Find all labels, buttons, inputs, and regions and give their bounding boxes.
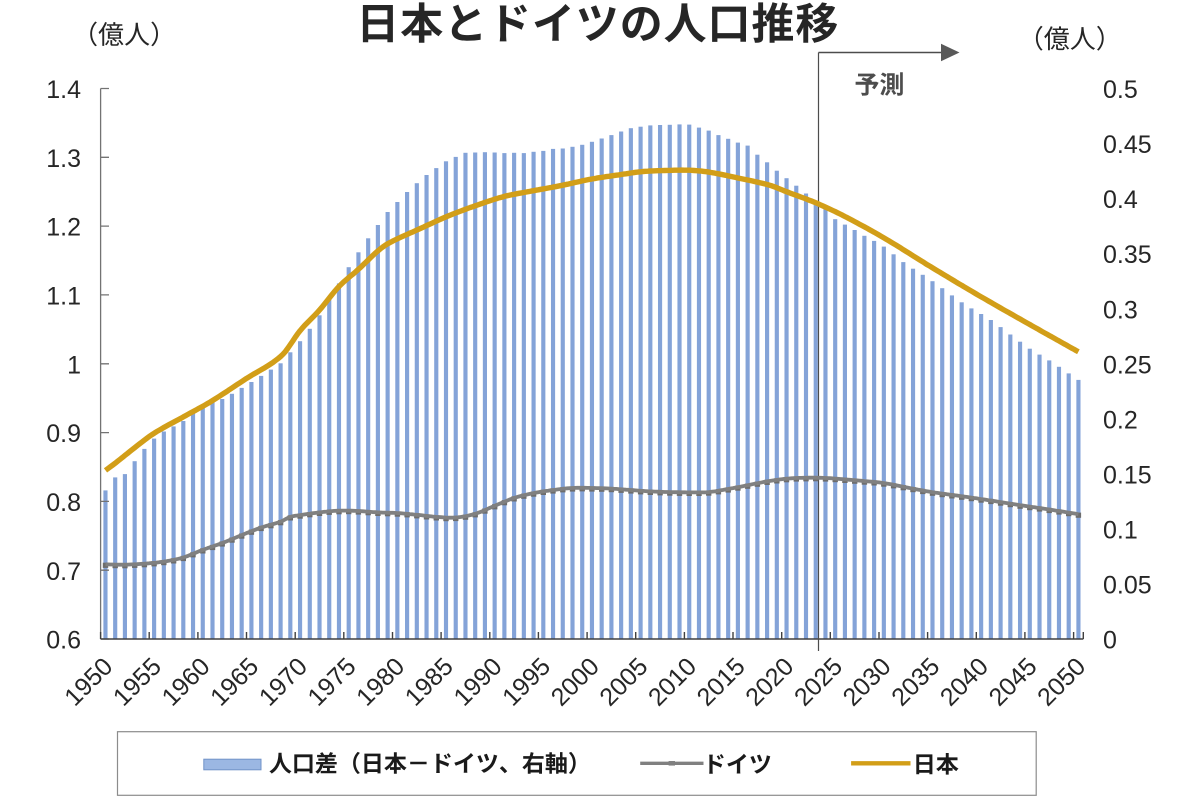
svg-text:0.35: 0.35	[1103, 241, 1152, 269]
svg-text:0.15: 0.15	[1103, 462, 1152, 490]
svg-text:0.7: 0.7	[46, 558, 81, 586]
svg-text:1: 1	[67, 351, 81, 379]
svg-text:0.45: 0.45	[1103, 131, 1152, 159]
svg-text:0.2: 0.2	[1103, 406, 1138, 434]
svg-text:0.4: 0.4	[1103, 186, 1138, 214]
svg-text:0.3: 0.3	[1103, 296, 1138, 324]
svg-text:0.9: 0.9	[46, 420, 81, 448]
svg-text:1.2: 1.2	[46, 214, 81, 242]
svg-text:0.8: 0.8	[46, 489, 81, 517]
svg-text:1.4: 1.4	[46, 76, 81, 104]
svg-text:0.05: 0.05	[1103, 572, 1152, 600]
svg-text:0.5: 0.5	[1103, 76, 1138, 104]
svg-text:0.1: 0.1	[1103, 517, 1138, 545]
svg-text:1.3: 1.3	[46, 145, 81, 173]
svg-text:0: 0	[1103, 627, 1117, 655]
svg-text:0.6: 0.6	[46, 627, 81, 655]
svg-text:0.25: 0.25	[1103, 351, 1152, 379]
svg-text:1.1: 1.1	[46, 283, 81, 311]
